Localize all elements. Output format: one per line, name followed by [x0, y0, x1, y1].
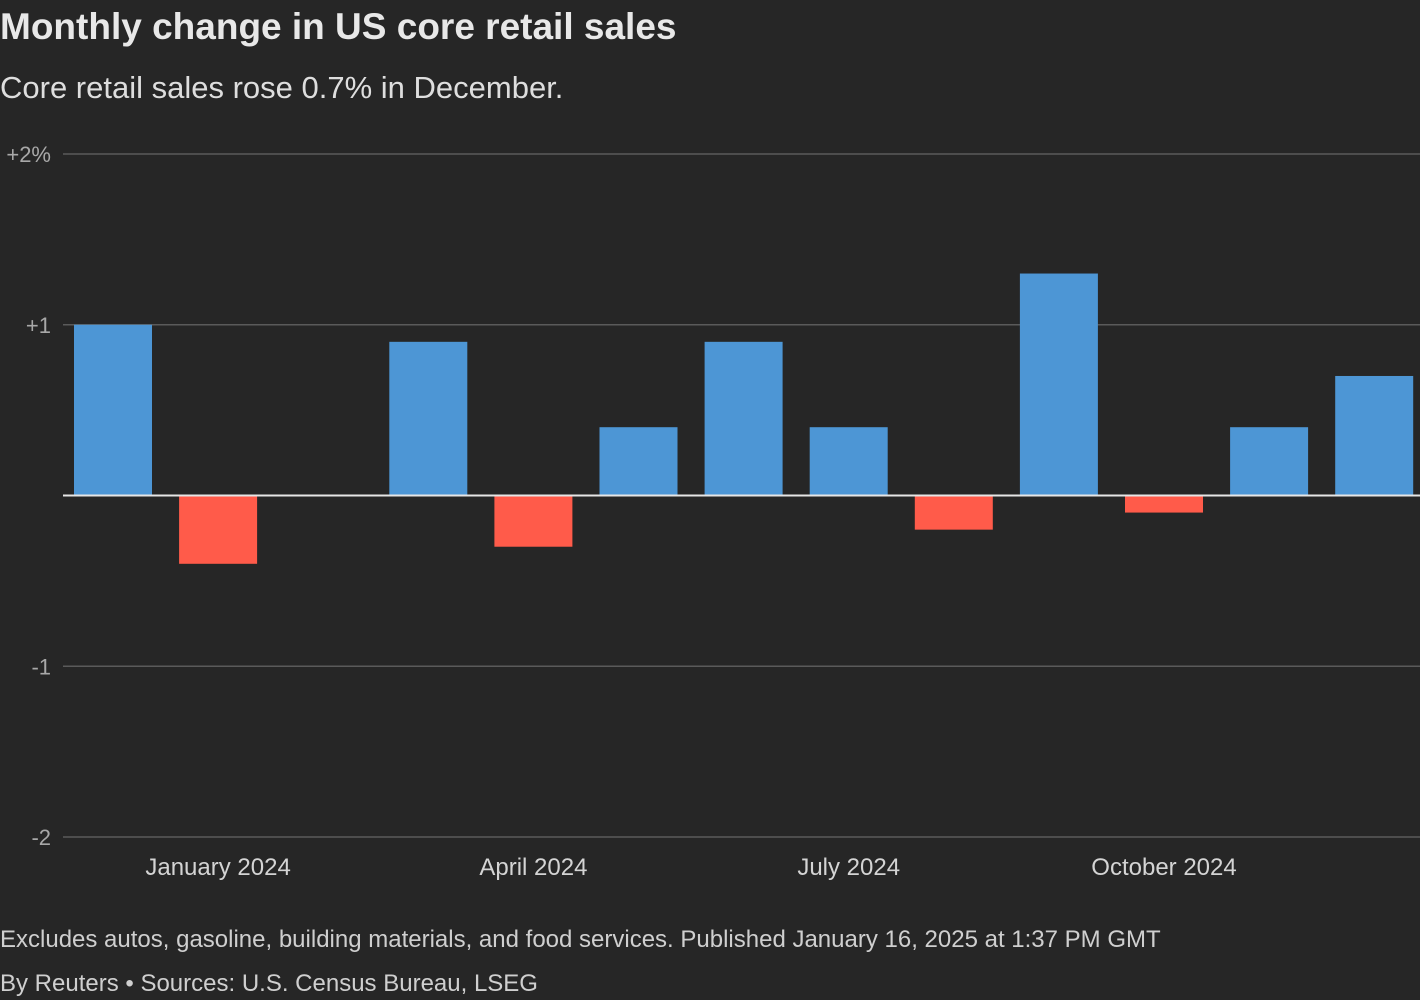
x-tick-label: April 2024: [479, 854, 587, 881]
bar-aug-2024: [914, 495, 993, 530]
bar-oct-2024: [1125, 495, 1203, 513]
bar-sep-2024: [1019, 273, 1098, 496]
bar-nov-2024: [1230, 427, 1309, 496]
y-tick-label: +2%: [6, 142, 51, 167]
y-tick-label: -1: [31, 654, 51, 679]
y-tick-label: +1: [26, 313, 51, 338]
bar-chart: +2% +1 -1 -2 January 2024 April 2024 July 2024…: [6, 142, 1420, 881]
bar-may-2024: [599, 427, 678, 496]
bars: [74, 273, 1414, 564]
x-tick-label: October 2024: [1091, 854, 1236, 881]
y-tick-label: -2: [31, 825, 51, 850]
bar-apr-2024: [494, 495, 573, 547]
gridlines: [63, 153, 1420, 838]
bar-mar-2024: [389, 341, 468, 496]
bar-jul-2024: [809, 427, 888, 496]
x-tick-label: January 2024: [145, 854, 290, 881]
bar-dec-2024: [1335, 375, 1414, 496]
bar-jun-2024: [704, 341, 783, 496]
chart-subtitle: Core retail sales rose 0.7% in December.: [0, 70, 564, 105]
axes: +2% +1 -1 -2 January 2024 April 2024 July 2024…: [6, 142, 1420, 881]
bar-dec-2023: [74, 324, 152, 496]
chart-title: Monthly change in US core retail sales: [0, 6, 677, 47]
footnote-source: By Reuters • Sources: U.S. Census Bureau…: [0, 970, 538, 997]
bar-jan-2024: [179, 495, 258, 564]
x-tick-label: July 2024: [797, 854, 900, 881]
footnote-note: Excludes autos, gasoline, building mater…: [0, 926, 1161, 953]
